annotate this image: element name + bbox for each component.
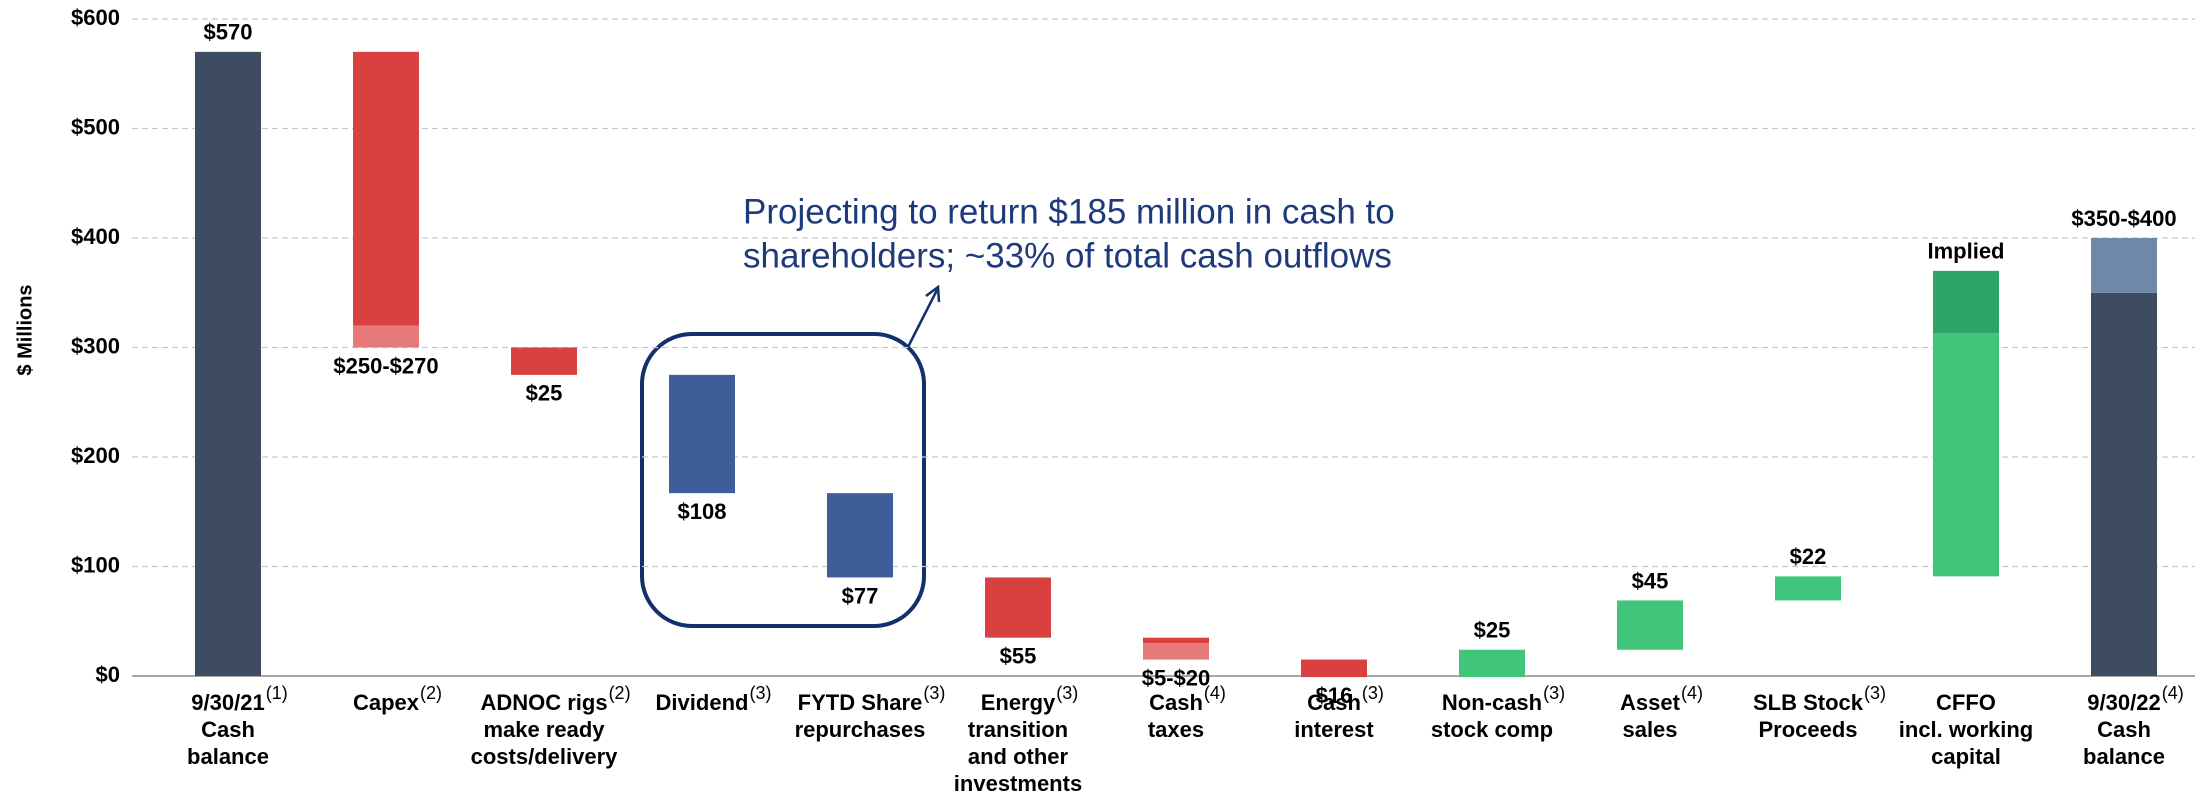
footnote-marker: (4) <box>1204 683 1226 703</box>
y-tick-label: $300 <box>71 333 120 358</box>
x-tick-label: Energy <box>981 690 1056 715</box>
bar <box>353 51 419 326</box>
x-tick-label: balance <box>2083 744 2165 769</box>
x-tick-label: make ready <box>483 717 605 742</box>
annotation: shareholders; ~33% of total cash outflow… <box>743 236 1392 275</box>
bar-range <box>353 325 419 348</box>
bar <box>1617 600 1683 650</box>
value-label: $45 <box>1632 568 1669 593</box>
arrow <box>906 289 939 348</box>
value-label: $16 <box>1316 683 1353 708</box>
x-tick-label: balance <box>187 744 269 769</box>
value-label: $350-$400 <box>2071 206 2176 231</box>
footnote-marker: (4) <box>1681 683 1703 703</box>
bar <box>1459 649 1525 678</box>
x-tick-label: incl. working <box>1899 717 2033 742</box>
highlight-box <box>640 332 926 628</box>
footnote-marker: (3) <box>1056 683 1078 703</box>
footnote-marker: (4) <box>2162 683 2184 703</box>
x-tick-label: interest <box>1294 717 1374 742</box>
x-tick-label: stock comp <box>1431 717 1553 742</box>
footnote-marker: (3) <box>1864 683 1886 703</box>
bar-range <box>1933 270 1999 334</box>
bar-range <box>2091 238 2157 293</box>
x-tick-label: taxes <box>1148 717 1204 742</box>
x-tick-label: costs/delivery <box>471 744 619 769</box>
bar <box>2091 292 2157 676</box>
x-tick-label: sales <box>1622 717 1677 742</box>
footnote-marker: (3) <box>1543 683 1565 703</box>
y-axis-label: $ Millions <box>14 284 36 375</box>
x-tick-label: investments <box>954 771 1082 796</box>
bar <box>195 51 261 677</box>
bar-range <box>1143 643 1209 660</box>
x-tick-label: FYTD Share <box>798 690 923 715</box>
bar <box>1301 659 1367 678</box>
bar <box>1143 637 1209 644</box>
x-tick-label: Dividend <box>656 690 749 715</box>
arrow-head <box>925 284 941 303</box>
x-tick-label: Non-cash <box>1442 690 1542 715</box>
x-tick-label: 9/30/21 <box>191 690 264 715</box>
x-tick-label: ADNOC rigs <box>480 690 607 715</box>
y-tick-label: $200 <box>71 443 120 468</box>
y-tick-label: $400 <box>71 224 120 249</box>
x-tick-label: capital <box>1931 744 2001 769</box>
y-tick-label: $100 <box>71 552 120 577</box>
value-label: $55 <box>1000 643 1037 668</box>
footnote-marker: (2) <box>420 683 442 703</box>
value-label: $5-$20 <box>1142 665 1211 690</box>
footnote-marker: (2) <box>609 683 631 703</box>
x-tick-label: CFFO <box>1936 690 1996 715</box>
value-label: $250-$270 <box>333 353 438 378</box>
x-tick-label: Cash <box>1307 690 1361 715</box>
y-tick-label: $600 <box>71 5 120 30</box>
bar <box>1933 333 1999 577</box>
x-tick-label: SLB Stock <box>1753 690 1864 715</box>
y-tick-label: $500 <box>71 114 120 139</box>
footnote-marker: (3) <box>749 683 771 703</box>
x-tick-label: Cash <box>2097 717 2151 742</box>
implied-label: Implied <box>1927 239 2004 264</box>
bar <box>827 493 893 578</box>
value-label: $25 <box>526 381 563 406</box>
value-label: $25 <box>1474 618 1511 643</box>
x-tick-label: and other <box>968 744 1069 769</box>
y-tick-label: $0 <box>96 662 120 687</box>
bar <box>511 347 577 375</box>
value-label: $570 <box>204 20 253 45</box>
x-tick-label: Cash <box>1149 690 1203 715</box>
x-tick-label: Asset <box>1620 690 1681 715</box>
x-tick-label: repurchases <box>795 717 926 742</box>
bar <box>985 577 1051 638</box>
x-tick-label: Cash <box>201 717 255 742</box>
value-label: $77 <box>842 583 879 608</box>
bar <box>1775 576 1841 601</box>
x-tick-label: transition <box>968 717 1068 742</box>
x-tick-label: Capex <box>353 690 420 715</box>
x-tick-label: 9/30/22 <box>2087 690 2160 715</box>
value-label: $108 <box>678 499 727 524</box>
bar <box>669 374 735 494</box>
x-tick-label: Proceeds <box>1758 717 1857 742</box>
annotation: Projecting to return $185 million in cas… <box>743 192 1395 231</box>
footnote-marker: (3) <box>923 683 945 703</box>
value-label: $22 <box>1790 544 1827 569</box>
footnote-marker: (1) <box>266 683 288 703</box>
footnote-marker: (3) <box>1362 683 1384 703</box>
